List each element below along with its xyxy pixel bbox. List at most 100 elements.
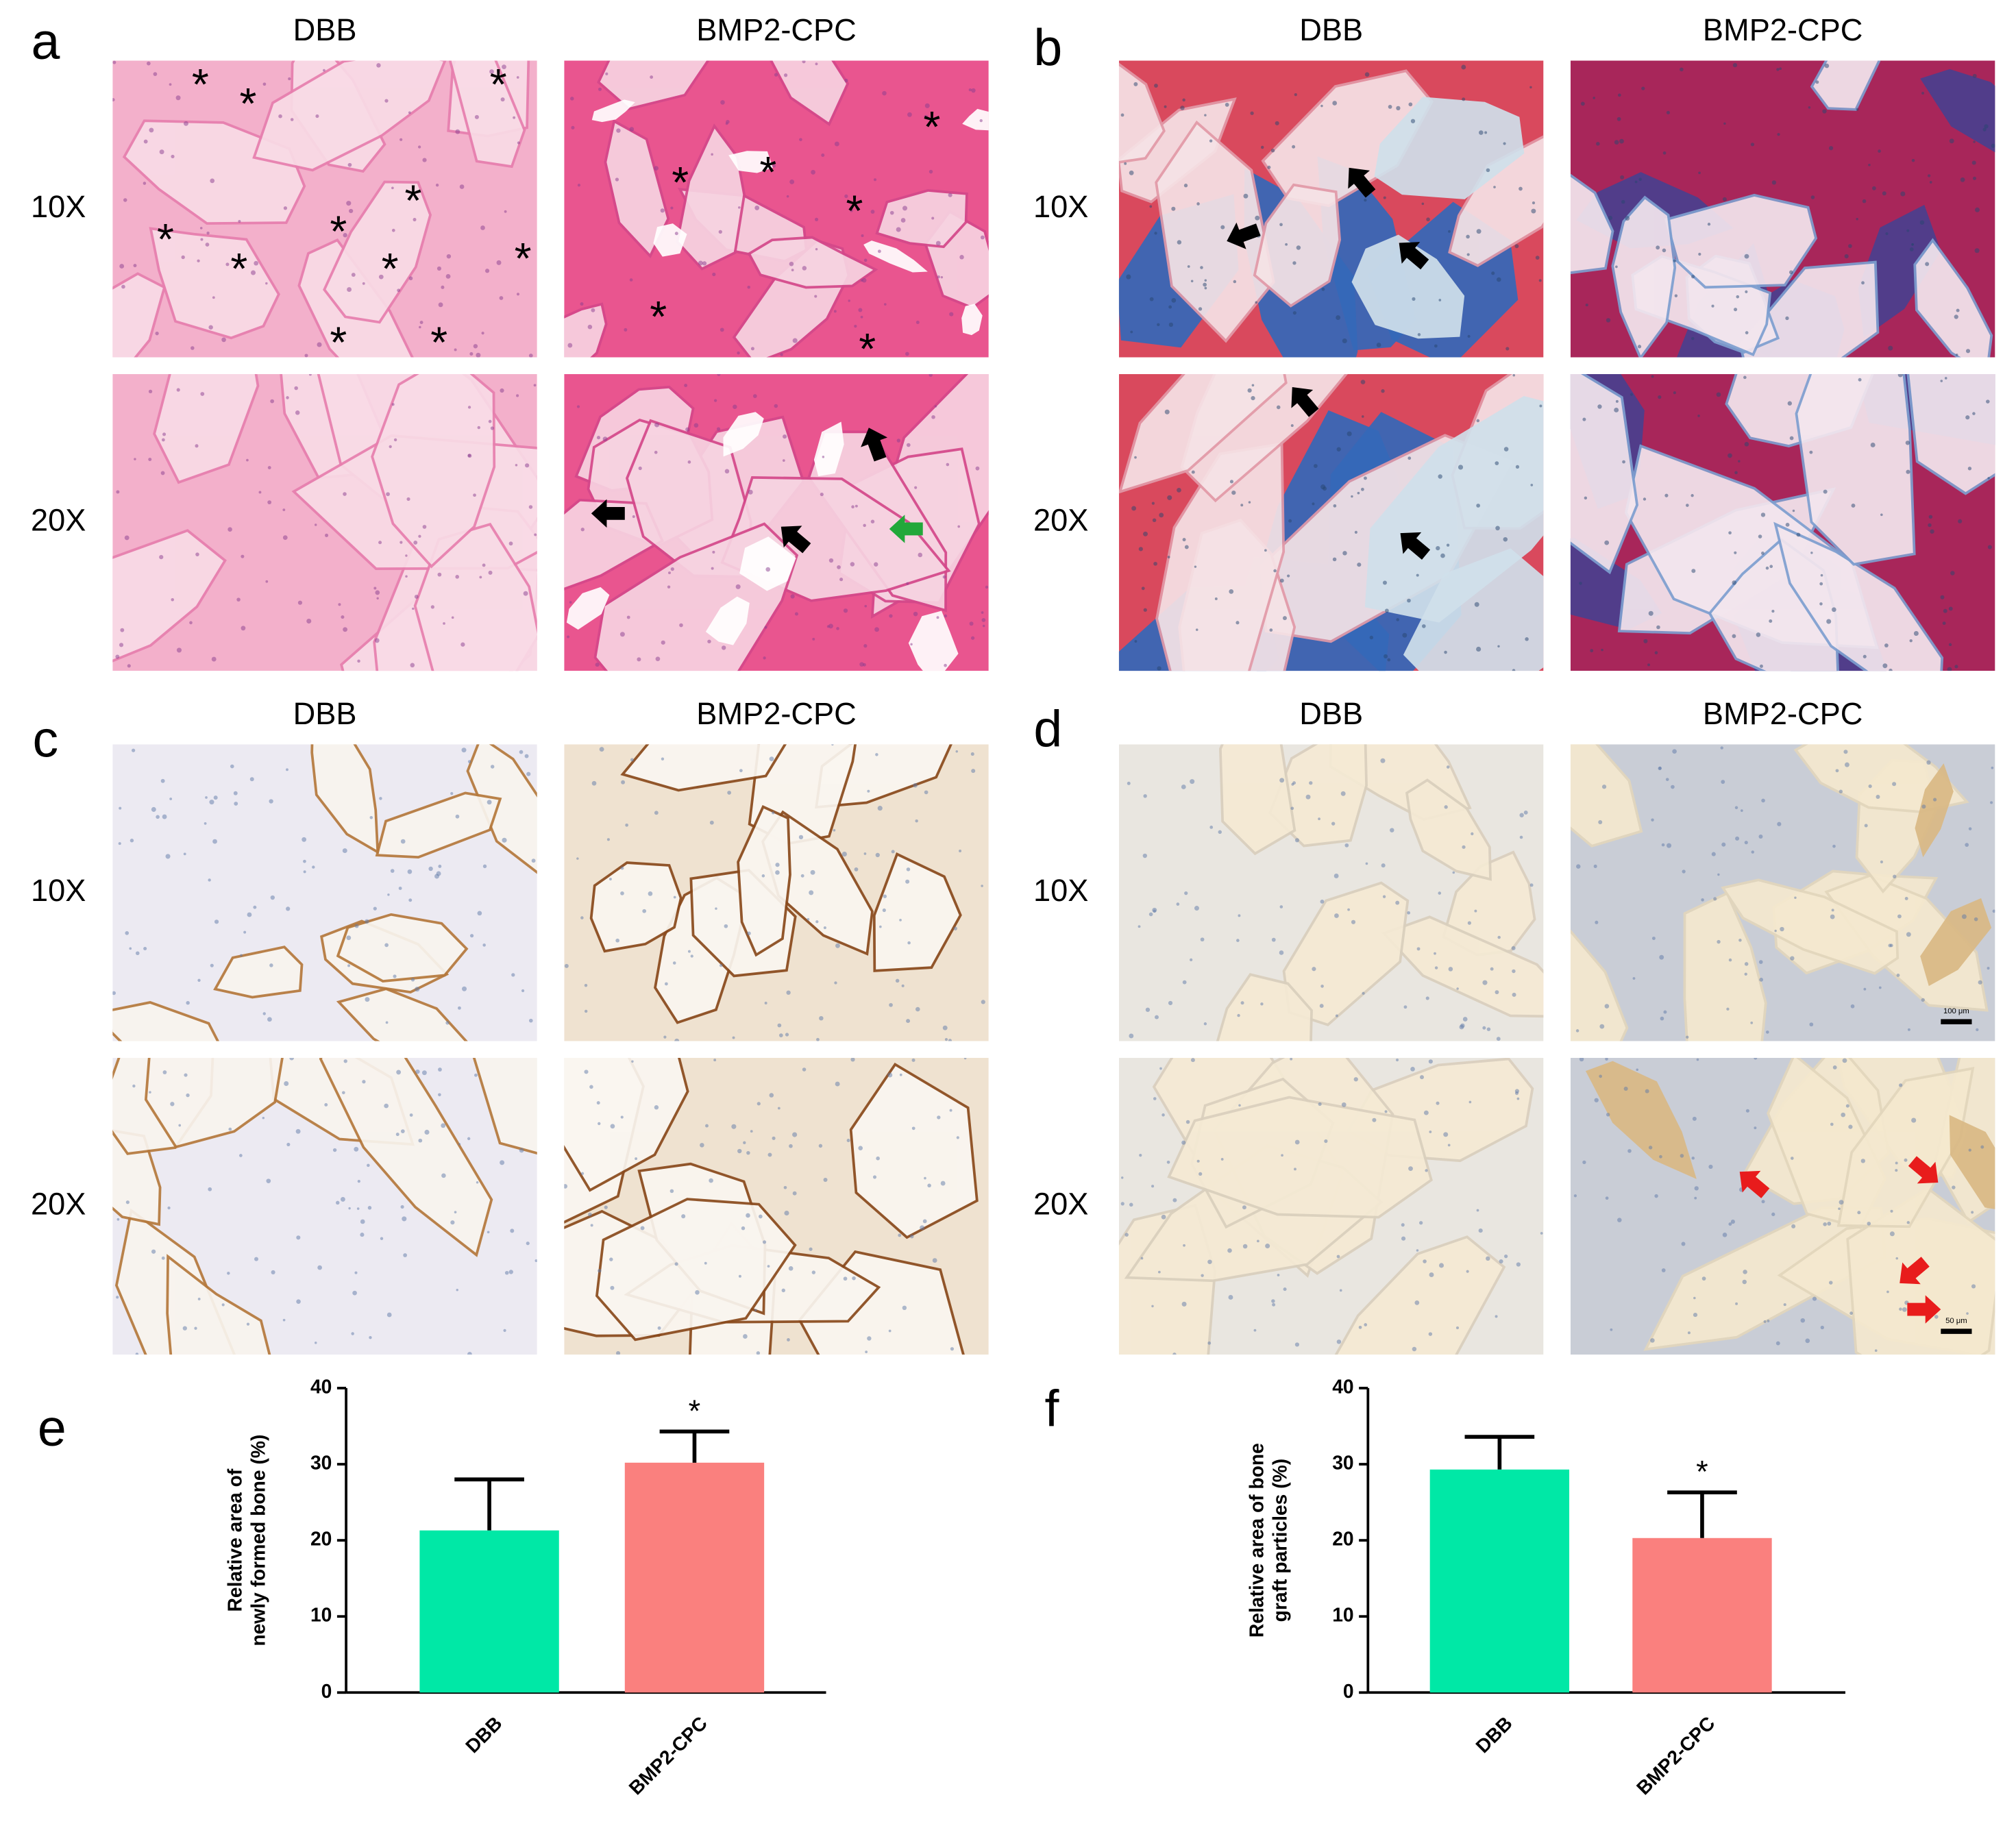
row-label: 20X [31,1186,86,1221]
cell [1691,336,1695,341]
cell [735,584,741,589]
cell [1820,573,1823,577]
cell [955,750,959,753]
cell [379,797,382,800]
cell [1209,826,1214,829]
cell [936,616,939,619]
cell [289,1057,294,1061]
cell [1423,1110,1429,1115]
cell [400,1129,405,1133]
cell [1190,779,1195,785]
cell [1681,1242,1686,1246]
cell [1850,1004,1855,1009]
cell [1184,545,1189,549]
cell [1707,223,1711,226]
cell [445,1021,450,1025]
cell [1728,453,1732,458]
cell [362,282,365,285]
cell [1151,1305,1154,1308]
cell [604,1205,608,1209]
cell [1673,259,1676,262]
cell [1519,186,1523,191]
cell [524,754,529,758]
cell [1882,663,1888,669]
bar [624,1462,765,1693]
cell [1446,543,1450,547]
micrograph [1118,60,1544,358]
cell [1204,286,1207,290]
cell [1895,1257,1899,1260]
cell [1486,168,1490,173]
cell [197,1298,201,1300]
cell [286,1142,291,1146]
cell [839,578,844,582]
particle-asterisk: * [230,244,247,293]
cell [1743,1270,1747,1274]
cell [700,1143,704,1148]
cell [777,1023,782,1028]
cell [1438,891,1442,895]
bar [1632,1537,1772,1693]
cell [1511,946,1516,950]
cell [727,791,732,795]
cell [949,312,954,317]
cell [269,963,273,967]
micrograph [112,744,537,1041]
cell [467,1352,472,1355]
arrow [1227,222,1261,249]
cell [855,504,858,508]
cell [1296,245,1301,250]
cell [1680,67,1684,72]
arrow [1907,1295,1941,1324]
cell [508,1270,513,1274]
cell [1711,304,1714,308]
cell [1535,256,1540,260]
tissue-region [1611,195,1677,358]
cell [814,295,818,298]
cell [738,1274,741,1278]
cell [456,1288,458,1292]
cell [1968,1148,1971,1152]
cell [979,119,983,123]
cell [1902,1307,1907,1312]
panel-label: e [38,1399,66,1457]
cell [1384,608,1389,613]
cell [823,926,826,930]
cell [1362,991,1365,995]
cell [1166,1160,1170,1164]
cell [971,769,976,774]
cell [1240,504,1244,507]
cell [1926,760,1931,765]
cell [685,427,690,432]
cell [123,198,127,202]
cell [1658,395,1662,399]
cell [238,220,241,223]
cell [1680,1154,1684,1158]
cell [1151,1185,1155,1188]
cell [194,1326,197,1330]
cell [786,195,789,198]
cell [816,1037,820,1041]
y-tick-label: 20 [310,1528,332,1550]
cell [351,1332,354,1335]
cell [282,1318,286,1322]
cell [1942,621,1946,626]
cell [956,1136,959,1139]
cell [116,1218,120,1221]
cell [1407,598,1411,603]
cell [1455,1326,1460,1330]
cell [719,963,723,967]
cell [1177,487,1181,493]
cell [1929,181,1932,184]
cell [167,1206,171,1210]
cell [262,1012,266,1015]
cell [931,217,935,220]
micrograph [1570,744,1995,1041]
cell [1182,980,1187,985]
cell [362,1080,366,1084]
cell [1841,1112,1845,1117]
cell [1751,850,1754,854]
cell [343,627,348,632]
cell [1336,1339,1342,1344]
cell [599,747,604,752]
